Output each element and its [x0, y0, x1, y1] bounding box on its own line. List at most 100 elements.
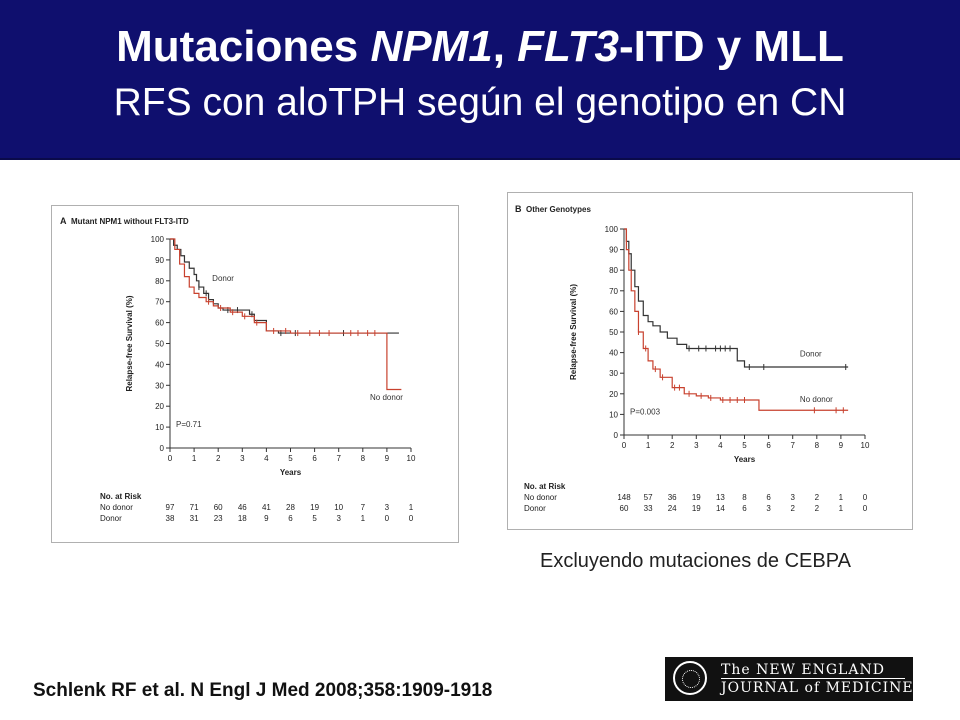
nejm-seal-icon	[673, 661, 707, 695]
risk-value: 36	[668, 493, 677, 502]
risk-value: 5	[312, 514, 317, 523]
risk-value: 33	[644, 504, 653, 513]
risk-value: 3	[790, 493, 795, 502]
y-tick-label: 60	[155, 319, 164, 328]
km-curve-no-donor	[624, 228, 849, 411]
risk-value: 6	[742, 504, 747, 513]
risk-value: 0	[863, 493, 868, 502]
citation: Schlenk RF et al. N Engl J Med 2008;358:…	[33, 680, 493, 701]
risk-row-label: Donor	[524, 504, 546, 513]
x-tick-label: 5	[288, 454, 293, 463]
y-tick-label: 50	[609, 328, 618, 337]
risk-value: 1	[361, 514, 366, 523]
panel-letter: A	[60, 216, 67, 226]
x-tick-label: 0	[168, 454, 173, 463]
x-tick-label: 0	[622, 441, 627, 450]
x-axis-title: Years	[734, 455, 756, 464]
nejm-logo-line1: The NEW ENGLAND	[721, 662, 885, 678]
risk-value: 2	[790, 504, 795, 513]
risk-value: 6	[766, 493, 771, 502]
risk-value: 23	[214, 514, 223, 523]
risk-row-label: Donor	[100, 514, 122, 523]
risk-value: 38	[166, 514, 175, 523]
km-curve-donor	[624, 228, 849, 368]
nejm-logo-rule	[721, 678, 905, 679]
x-tick-label: 2	[670, 441, 675, 450]
y-tick-label: 70	[155, 298, 164, 307]
km-curve-donor	[170, 238, 399, 334]
x-tick-label: 10	[861, 441, 870, 450]
y-tick-label: 70	[609, 287, 618, 296]
risk-value: 71	[190, 503, 199, 512]
title-gene-npm1: NPM1	[370, 22, 493, 71]
slide-title: Mutaciones NPM1, FLT3-ITD y MLL	[0, 22, 960, 72]
risk-table-header: No. at Risk	[524, 482, 566, 491]
risk-value: 6	[288, 514, 293, 523]
x-tick-label: 8	[361, 454, 366, 463]
y-tick-label: 30	[155, 381, 164, 390]
risk-value: 0	[409, 514, 414, 523]
y-axis-title: Relapse-free Survival (%)	[125, 295, 134, 391]
risk-value: 1	[839, 493, 844, 502]
y-tick-label: 40	[609, 349, 618, 358]
risk-value: 19	[310, 503, 319, 512]
risk-value: 3	[766, 504, 771, 513]
x-tick-label: 10	[407, 454, 416, 463]
x-tick-label: 4	[718, 441, 723, 450]
km-panel-b: B Other Genotypes 0 10 20 30 40 50 60 70 80 90 100 0 1…	[507, 192, 913, 530]
slide-subtitle: RFS con aloTPH según el genotipo en CN	[113, 81, 847, 124]
panel-letter: B	[515, 204, 522, 214]
risk-value: 2	[815, 504, 820, 513]
y-tick-label: 20	[609, 390, 618, 399]
risk-value: 14	[716, 504, 725, 513]
title-banner: Mutaciones NPM1, FLT3-ITD y MLL RFS con …	[0, 0, 960, 160]
x-tick-label: 7	[336, 454, 341, 463]
risk-value: 60	[214, 503, 223, 512]
y-tick-label: 90	[609, 246, 618, 255]
y-tick-label: 60	[609, 307, 618, 316]
y-tick-label: 30	[609, 369, 618, 378]
x-tick-label: 2	[216, 454, 221, 463]
risk-value: 3	[385, 503, 390, 512]
risk-value: 41	[262, 503, 271, 512]
risk-value: 1	[409, 503, 414, 512]
risk-value: 1	[839, 504, 844, 513]
risk-row-label: No donor	[524, 493, 557, 502]
x-tick-label: 5	[742, 441, 747, 450]
x-tick-label: 9	[385, 454, 390, 463]
risk-value: 18	[238, 514, 247, 523]
x-tick-label: 1	[646, 441, 651, 450]
risk-value: 46	[238, 503, 247, 512]
risk-value: 57	[644, 493, 653, 502]
y-tick-label: 80	[155, 277, 164, 286]
panel-title: Mutant NPM1 without FLT3-ITD	[71, 217, 189, 226]
risk-value: 60	[620, 504, 629, 513]
risk-value: 0	[863, 504, 868, 513]
title-separator: ,	[492, 22, 518, 71]
y-tick-label: 80	[609, 266, 618, 275]
p-value-label: P=0.71	[176, 420, 202, 429]
y-tick-label: 10	[155, 423, 164, 432]
y-tick-label: 0	[160, 444, 165, 453]
x-axis-title: Years	[280, 468, 302, 477]
panel-title: Other Genotypes	[526, 205, 591, 214]
risk-value: 148	[617, 493, 631, 502]
risk-value: 3	[336, 514, 341, 523]
y-tick-label: 50	[155, 340, 164, 349]
risk-value: 9	[264, 514, 269, 523]
nejm-logo-line2: JOURNAL of MEDICINE	[721, 680, 914, 696]
risk-value: 24	[668, 504, 677, 513]
x-tick-label: 6	[312, 454, 317, 463]
risk-row-label: No donor	[100, 503, 133, 512]
curve-label: No donor	[370, 393, 403, 402]
y-tick-label: 100	[605, 225, 619, 234]
risk-value: 31	[190, 514, 199, 523]
risk-value: 19	[692, 493, 701, 502]
risk-value: 19	[692, 504, 701, 513]
y-tick-label: 90	[155, 256, 164, 265]
cebpa-exclusion-note: Excluyendo mutaciones de CEBPA	[540, 550, 851, 572]
title-gene-flt3: FLT3	[517, 22, 619, 71]
x-tick-label: 9	[839, 441, 844, 450]
km-curve-no-donor	[170, 238, 402, 391]
